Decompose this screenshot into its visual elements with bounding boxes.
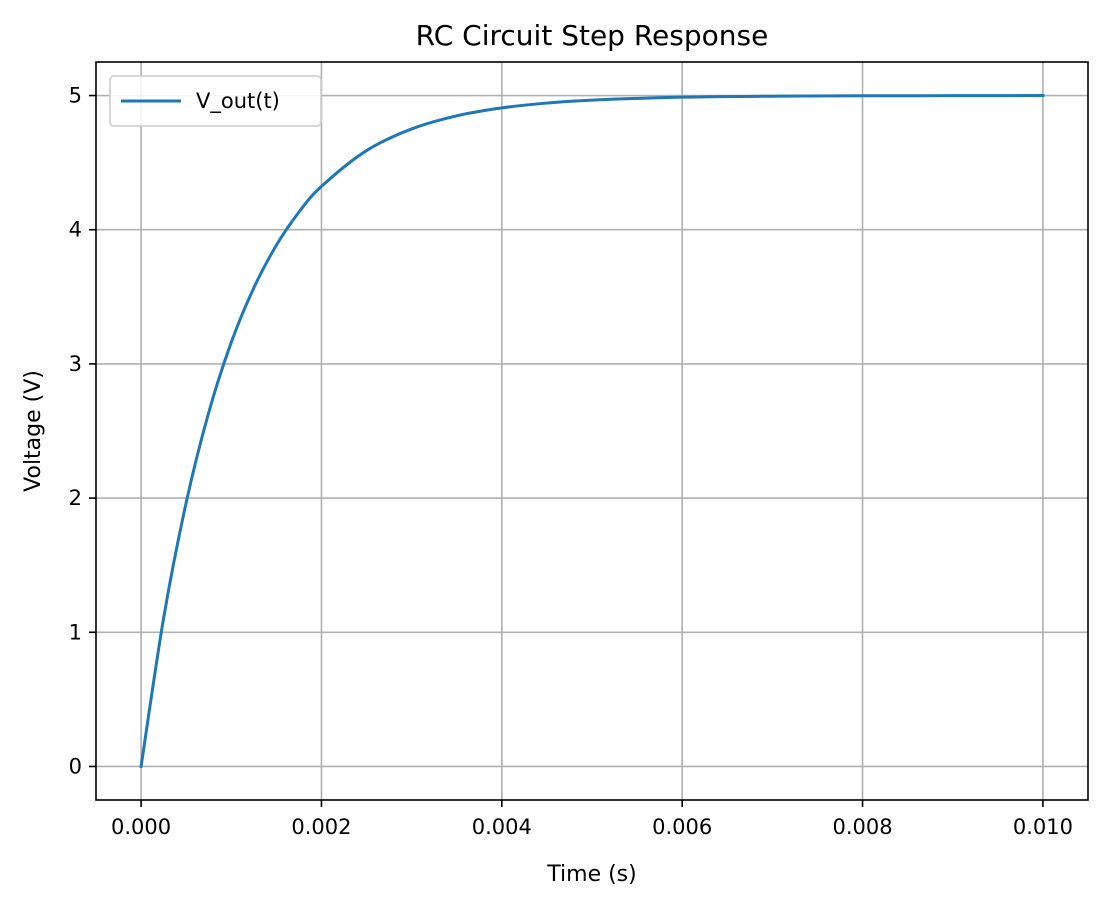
- series-line-vout: [139, 94, 1045, 769]
- x-tick-label: 0.004: [472, 815, 532, 839]
- x-axis-label: Time (s): [546, 862, 636, 887]
- series-layer: [139, 94, 1045, 769]
- legend-entry-label: V_out(t): [196, 89, 280, 114]
- y-tick-label: 5: [69, 84, 82, 108]
- y-tick-label: 3: [69, 352, 82, 376]
- legend: V_out(t): [109, 75, 322, 127]
- x-axis-ticks: 0.000 0.002 0.004 0.006 0.008 0.010: [111, 800, 1073, 839]
- x-tick-label: 0.006: [652, 815, 712, 839]
- y-axis-ticks: 0 1 2 3 4 5: [69, 84, 96, 778]
- chart-title: RC Circuit Step Response: [416, 19, 769, 52]
- y-tick-label: 4: [69, 218, 82, 242]
- y-axis-label: Voltage (V): [21, 370, 46, 492]
- y-tick-label: 1: [69, 620, 82, 644]
- legend-box: [109, 75, 322, 127]
- plot-frame: [95, 61, 1089, 801]
- x-tick-label: 0.010: [1013, 815, 1073, 839]
- x-tick-label: 0.008: [832, 815, 892, 839]
- x-tick-label: 0.002: [291, 815, 351, 839]
- y-tick-label: 2: [69, 486, 82, 510]
- y-tick-label: 0: [69, 754, 82, 778]
- x-tick-label: 0.000: [111, 815, 171, 839]
